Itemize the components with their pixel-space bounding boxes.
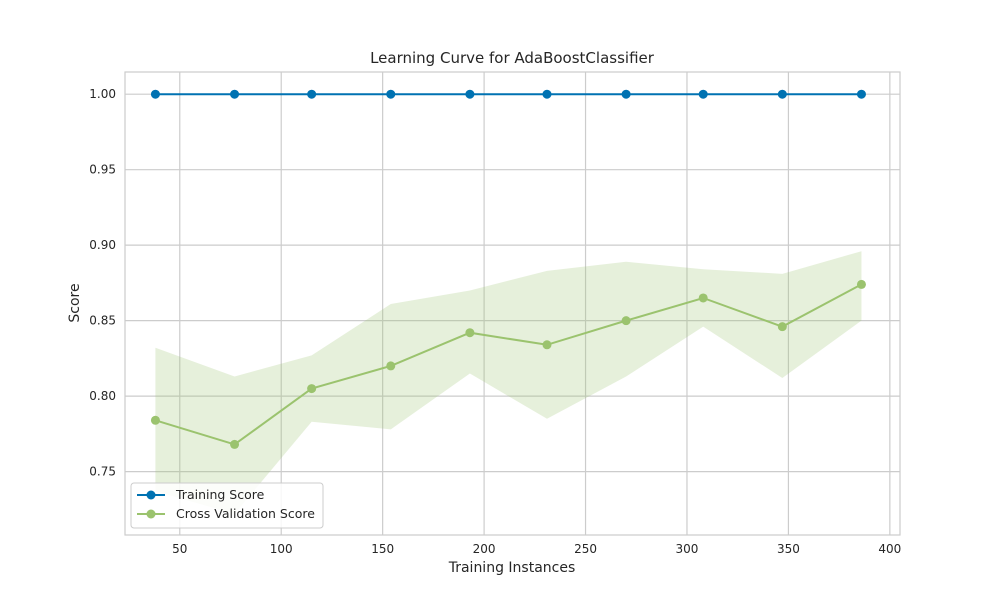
legend-label-cross-validation-score: Cross Validation Score (176, 506, 315, 521)
cross-validation-score-point (307, 384, 317, 394)
y-axis-ticks: 0.75 0.80 0.85 0.90 0.95 1.00 (89, 87, 116, 478)
cross-validation-score-point (386, 361, 396, 371)
y-axis-label: Score (67, 283, 83, 322)
x-tick-label: 50 (172, 542, 187, 556)
training-score-point (307, 89, 317, 99)
legend-box (130, 482, 324, 529)
score-bands (155, 251, 862, 514)
cross-validation-score-point (698, 293, 708, 303)
training-score-point (465, 89, 475, 99)
x-tick-label: 100 (270, 542, 293, 556)
cross-validation-score-point (777, 322, 787, 332)
training-score-point (698, 89, 708, 99)
cross-validation-score-point (542, 340, 552, 350)
y-tick-label: 0.80 (89, 389, 116, 403)
cross-validation-score-line (155, 283, 862, 446)
y-tick-label: 1.00 (89, 87, 116, 101)
x-axis-ticks: 50 100 150 200 250 300 350 400 (172, 542, 901, 556)
training-score-point (777, 89, 787, 99)
plot-area-frame (124, 71, 901, 536)
x-tick-label: 150 (371, 542, 394, 556)
score-lines (155, 93, 862, 446)
training-score-point (150, 89, 160, 99)
chart-title: Learning Curve for AdaBoostClassifier (370, 49, 655, 67)
y-tick-label: 0.90 (89, 238, 116, 252)
cross-validation-score-point (230, 439, 240, 449)
x-tick-label: 300 (676, 542, 699, 556)
score-points (150, 89, 866, 449)
legend-label-training-score: Training Score (175, 487, 265, 502)
legend-marker-training-score (146, 490, 156, 500)
legend: Training Score Cross Validation Score (130, 482, 324, 529)
training-score-point (621, 89, 631, 99)
legend-marker-cross-validation-score (146, 509, 156, 519)
x-tick-label: 250 (574, 542, 597, 556)
training-score-point (856, 89, 866, 99)
y-tick-label: 0.85 (89, 314, 116, 328)
training-score-point (230, 89, 240, 99)
cross-validation-score-point (621, 316, 631, 326)
training-score-point (386, 89, 396, 99)
x-tick-label: 200 (473, 542, 496, 556)
x-tick-label: 350 (777, 542, 800, 556)
x-axis-label: Training Instances (448, 560, 576, 576)
cross-validation-score-point (465, 328, 475, 338)
cross-validation-score-point (856, 279, 866, 289)
x-tick-label: 400 (878, 542, 901, 556)
y-tick-label: 0.95 (89, 163, 116, 177)
training-score-point (542, 89, 552, 99)
y-tick-label: 0.75 (89, 465, 116, 479)
cross-validation-score-band (155, 251, 862, 514)
cross-validation-score-point (150, 415, 160, 425)
